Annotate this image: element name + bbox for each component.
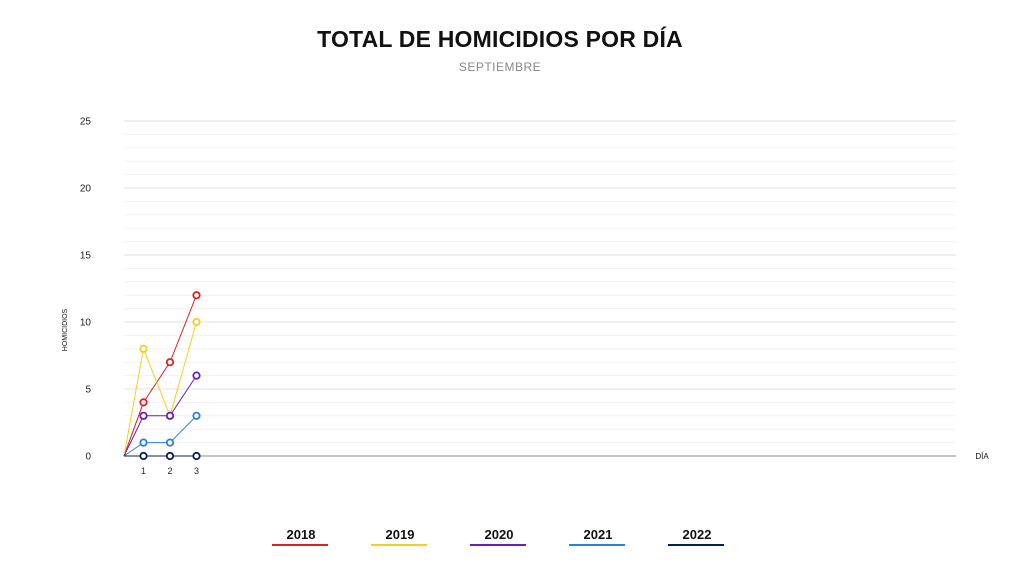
y-axis-label: HOMICIDIOS	[62, 308, 69, 351]
data-point-2021[interactable]	[165, 438, 175, 447]
data-point-2022[interactable]	[165, 451, 175, 461]
x-axis-label: DÍA	[975, 452, 989, 461]
series-line-2019	[123, 321, 197, 457]
legend-swatch	[371, 544, 427, 546]
data-point-2019[interactable]	[192, 317, 201, 327]
series-line-2021	[123, 415, 197, 457]
legend-swatch	[668, 544, 724, 546]
data-point-2021[interactable]	[192, 411, 201, 420]
data-point-2018[interactable]	[192, 291, 201, 300]
data-point-2019[interactable]	[139, 344, 148, 353]
legend-item-2022[interactable]: 2022	[668, 527, 767, 551]
legend-swatch	[272, 544, 328, 546]
legend: 2018 2019 2020 2021 2022	[272, 527, 767, 551]
legend-label: 2018	[286, 527, 316, 542]
gridlines	[124, 120, 956, 457]
x-tick-label: 2	[167, 466, 172, 476]
legend-item-2018[interactable]: 2018	[272, 527, 371, 551]
data-point-2020[interactable]	[165, 411, 175, 420]
data-point-2018[interactable]	[139, 398, 148, 407]
x-tick-label: 3	[194, 466, 199, 476]
legend-label: 2020	[484, 527, 514, 542]
y-tick-label: 15	[80, 251, 92, 262]
legend-item-2020[interactable]: 2020	[470, 527, 569, 551]
y-tick-label: 5	[85, 385, 91, 396]
legend-swatch	[470, 544, 526, 546]
x-tick-labels: 1 2 3	[141, 466, 199, 476]
data-point-2021[interactable]	[139, 438, 148, 447]
legend-swatch	[569, 544, 625, 546]
y-tick-label: 20	[80, 184, 92, 195]
y-tick-label: 0	[85, 452, 91, 463]
y-tick-label: 10	[80, 318, 92, 329]
legend-label: 2019	[385, 527, 415, 542]
y-tick-labels: 0 5 10 15 20 25	[80, 117, 92, 463]
legend-item-2019[interactable]: 2019	[371, 527, 470, 551]
series-line-2020	[123, 375, 197, 457]
chart-subtitle: SEPTIEMBRE	[458, 60, 542, 74]
data-point-2020[interactable]	[139, 411, 148, 420]
legend-label: 2022	[682, 527, 712, 542]
chart-title: TOTAL DE HOMICIDIOS POR DÍA	[317, 26, 683, 52]
data-point-2018[interactable]	[165, 358, 175, 367]
legend-label: 2021	[583, 527, 613, 542]
data-point-2022[interactable]	[192, 451, 201, 461]
data-point-2020[interactable]	[192, 371, 201, 380]
x-tick-label: 1	[141, 466, 146, 476]
y-tick-label: 25	[80, 117, 92, 128]
series-lines	[123, 291, 201, 461]
legend-item-2021[interactable]: 2021	[569, 527, 668, 551]
data-point-2022[interactable]	[139, 451, 148, 461]
